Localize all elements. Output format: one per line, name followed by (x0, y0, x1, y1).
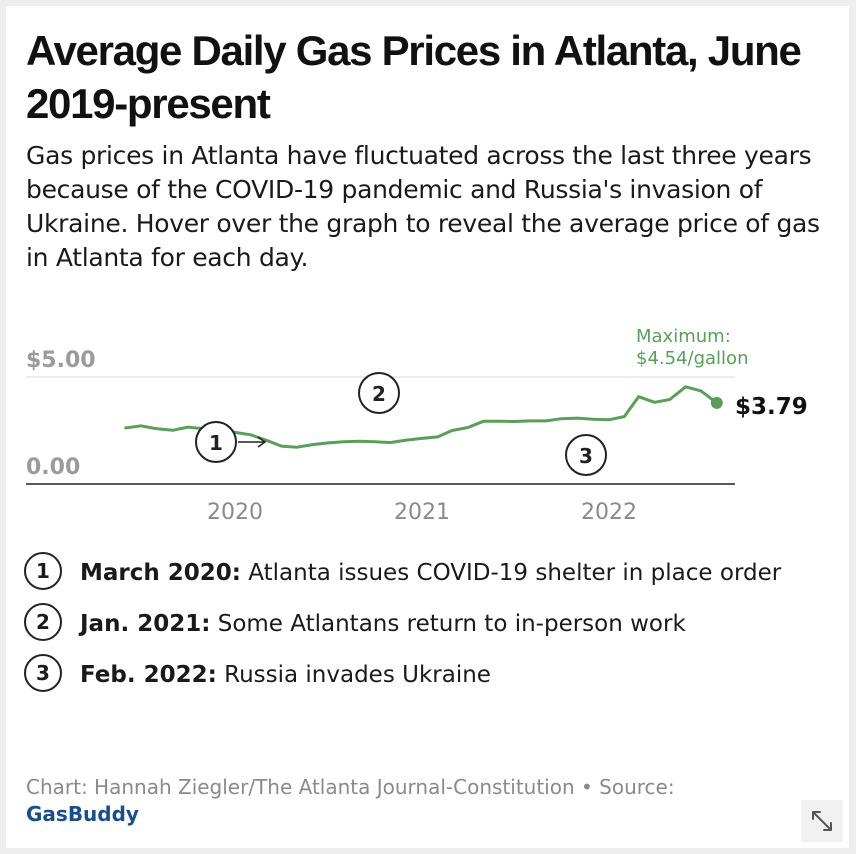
marker-1-label: 1 (209, 431, 223, 455)
note-item: 2 Jan. 2021: Some Atlantans return to in… (24, 603, 804, 641)
marker-2-label: 2 (372, 382, 386, 406)
page-title: Average Daily Gas Prices in Atlanta, Jun… (26, 27, 802, 127)
expand-button[interactable] (801, 800, 843, 842)
source-link[interactable]: GasBuddy (26, 802, 139, 826)
note-date: Jan. 2021: (80, 611, 211, 637)
note-number-icon: 2 (24, 603, 62, 641)
chart-card: Average Daily Gas Prices in Atlanta, Jun… (6, 6, 849, 848)
y-tick-label-bottom: 0.00 (26, 455, 80, 480)
max-annotation-value: $4.54/gallon (636, 348, 748, 369)
x-tick-label-2020: 2020 (207, 500, 263, 525)
note-text: Atlanta issues COVID-19 shelter in place… (240, 560, 782, 586)
expand-icon (812, 811, 832, 831)
note-number-icon: 1 (24, 552, 62, 590)
marker-1[interactable]: 1 (195, 421, 267, 463)
marker-3[interactable]: 3 (565, 434, 607, 476)
note-date: Feb. 2022: (80, 662, 217, 688)
x-tick-label-2022: 2022 (581, 500, 637, 525)
marker-2[interactable]: 2 (358, 372, 400, 414)
marker-1-arrowhead (257, 436, 267, 448)
latest-price-label: $3.79 (735, 394, 808, 420)
latest-price-dot[interactable] (710, 396, 723, 409)
x-tick-label-2021: 2021 (394, 500, 450, 525)
note-number-icon: 3 (24, 654, 62, 692)
note-text: Some Atlantans return to in-person work (210, 611, 686, 637)
note-item: 3 Feb. 2022: Russia invades Ukraine (24, 654, 804, 692)
note-date: March 2020: (80, 560, 241, 586)
line-chart[interactable]: $5.00 0.00 2020 2021 2022 Maximum: $4.54… (6, 311, 849, 541)
note-item: 1 March 2020: Atlanta issues COVID-19 sh… (24, 552, 804, 590)
max-annotation-label: Maximum: (636, 326, 731, 347)
subtitle: Gas prices in Atlanta have fluctuated ac… (26, 141, 820, 272)
marker-3-label: 3 (579, 444, 593, 468)
y-tick-label-top: $5.00 (26, 348, 96, 373)
source-prefix: Chart: Hannah Ziegler/The Atlanta Journa… (26, 775, 675, 799)
annotation-notes: 1 March 2020: Atlanta issues COVID-19 sh… (24, 552, 804, 711)
source-credit: Chart: Hannah Ziegler/The Atlanta Journa… (26, 774, 675, 828)
note-text: Russia invades Ukraine (216, 662, 491, 688)
